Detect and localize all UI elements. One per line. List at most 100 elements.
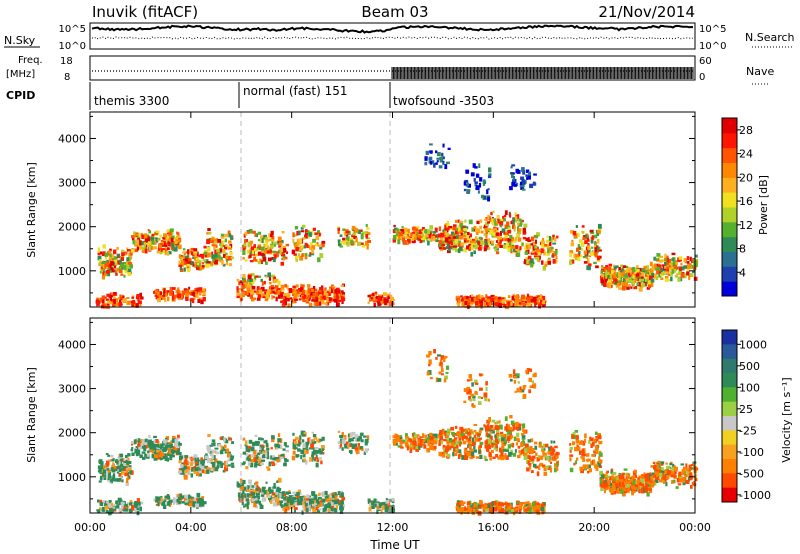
range-cell (320, 460, 323, 465)
range-cell (528, 462, 532, 466)
range-cell (672, 260, 677, 264)
range-cell (527, 245, 532, 250)
range-cell (203, 252, 207, 255)
range-cell (214, 241, 219, 244)
range-cell (487, 433, 491, 438)
range-cell (470, 251, 474, 257)
range-cell (119, 263, 124, 267)
range-cell (552, 234, 555, 240)
range-cell (311, 299, 315, 302)
range-cell (206, 232, 209, 235)
range-cell (153, 439, 156, 444)
range-cell (244, 503, 247, 507)
range-cell (476, 240, 479, 245)
range-cell (485, 234, 488, 239)
range-cell (212, 455, 216, 460)
range-cell (494, 247, 497, 252)
range-cell (324, 302, 328, 306)
range-cell (274, 291, 277, 295)
range-cell (415, 228, 419, 232)
range-cell (247, 279, 250, 282)
range-cell (230, 256, 235, 259)
range-cell (106, 460, 110, 466)
range-cell (597, 433, 601, 436)
range-cell (257, 261, 262, 265)
range-cell (636, 265, 639, 268)
range-cell (311, 248, 315, 254)
range-cell (241, 501, 244, 506)
range-cell (97, 255, 102, 261)
range-cell (572, 431, 576, 435)
range-cell (448, 226, 453, 229)
range-cell (178, 460, 182, 464)
range-cell (639, 268, 642, 272)
range-cell (519, 181, 524, 185)
range-cell (487, 246, 491, 250)
range-cell (454, 230, 458, 235)
range-cell (405, 433, 408, 437)
range-cell (188, 250, 193, 254)
range-cell (628, 269, 632, 273)
range-cell (300, 455, 303, 460)
range-cell (594, 431, 598, 435)
range-cell (260, 278, 263, 283)
range-cell (160, 248, 165, 252)
range-cell (413, 231, 418, 236)
range-cell (534, 246, 538, 249)
range-cell (494, 434, 497, 439)
range-cell (169, 291, 173, 296)
range-cell (382, 292, 387, 296)
range-cell (416, 226, 420, 229)
range-cell (341, 437, 345, 439)
range-cell (251, 453, 255, 458)
range-cell (665, 275, 669, 280)
range-cell (124, 467, 126, 472)
range-cell (142, 246, 146, 252)
range-cell (640, 278, 645, 282)
range-cell (488, 217, 492, 222)
range-cell (227, 245, 231, 249)
range-cell (278, 244, 282, 248)
range-cell (243, 244, 247, 250)
range-cell (574, 446, 578, 452)
range-cell (406, 236, 410, 239)
range-cell (280, 288, 285, 291)
range-cell (289, 504, 294, 509)
range-cell (489, 302, 492, 307)
range-cell (393, 441, 396, 446)
range-cell (343, 231, 348, 235)
range-cell (453, 245, 457, 248)
range-cell (463, 234, 467, 237)
range-cell (307, 437, 310, 442)
range-cell (270, 234, 273, 238)
range-cell (144, 453, 147, 458)
range-cell (211, 457, 214, 462)
range-cell (597, 462, 602, 467)
range-cell (456, 235, 459, 239)
range-cell (511, 181, 515, 187)
range-cell (595, 255, 599, 258)
colorbar-swatch (722, 118, 737, 134)
range-cell (536, 232, 540, 237)
range-cell (102, 469, 106, 474)
range-cell (462, 440, 466, 443)
range-cell (549, 236, 553, 242)
range-cell (554, 453, 559, 457)
range-cell (173, 299, 176, 302)
range-cell (507, 440, 510, 444)
range-cell (297, 242, 301, 246)
range-cell (527, 297, 531, 303)
range-cell (618, 487, 621, 492)
range-cell (446, 220, 450, 223)
range-cell (455, 444, 459, 449)
range-cell (198, 472, 202, 477)
range-cell (591, 441, 595, 447)
range-cell (421, 230, 424, 236)
range-cell (247, 462, 251, 466)
range-cell (547, 450, 551, 455)
range-cell (101, 467, 105, 470)
range-cell (525, 257, 529, 260)
range-cell (282, 448, 286, 451)
range-cell (334, 492, 337, 497)
range-cell (633, 278, 637, 283)
